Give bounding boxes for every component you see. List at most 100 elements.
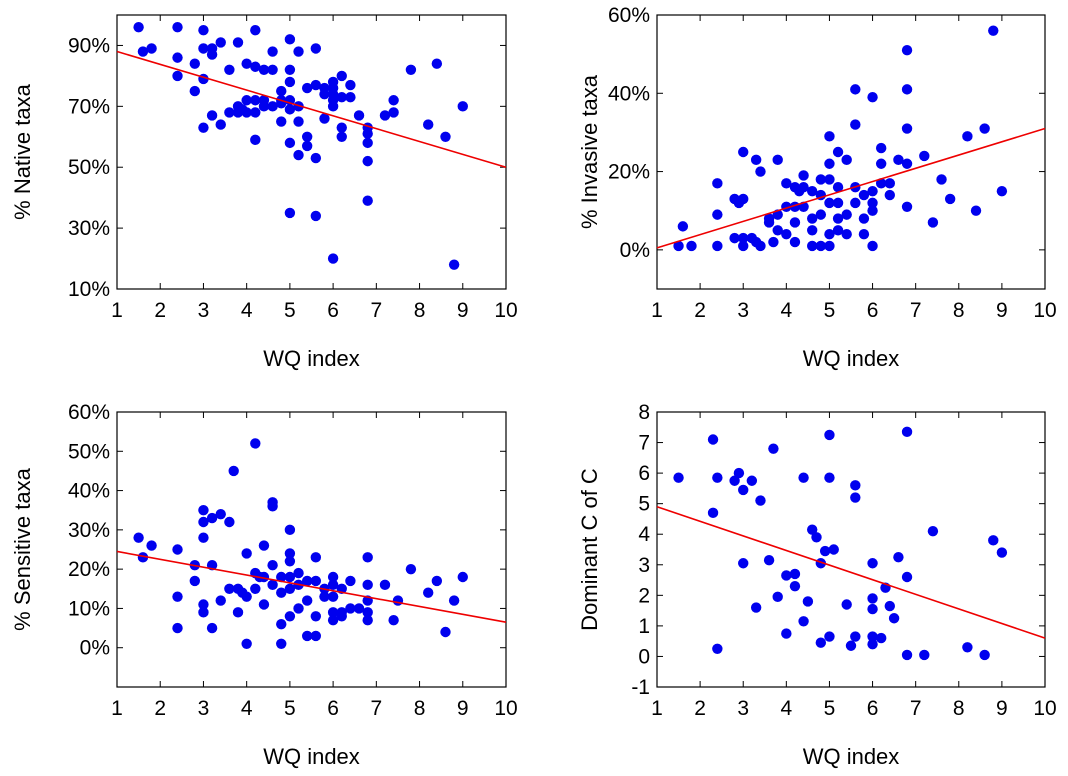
data-point (673, 240, 684, 252)
data-point (867, 197, 878, 209)
data-point (807, 185, 818, 197)
plot-frame (116, 411, 507, 688)
data-point (832, 225, 844, 236)
data-point (746, 475, 758, 486)
y-tick-label: 50% (68, 156, 110, 179)
data-point (807, 240, 818, 252)
data-point (301, 140, 313, 152)
data-point (798, 170, 809, 181)
data-point (198, 599, 209, 610)
x-tick-label: 5 (824, 697, 836, 720)
data-point (763, 554, 775, 566)
data-point (927, 525, 939, 537)
y-tick-label: 20% (68, 558, 110, 581)
x-tick-label: 6 (867, 697, 879, 720)
data-point (431, 58, 443, 69)
data-point (258, 64, 270, 76)
data-point (310, 152, 322, 164)
y-tick-label: 40% (68, 480, 110, 503)
trend-line (656, 505, 1046, 639)
data-point (284, 611, 296, 622)
invasive-taxa-chart: 1 2 3 4 5 6 7 8 9 10 0% 20% 40% 60% WQ index % Invasive… (577, 4, 1057, 371)
data-point (815, 240, 827, 252)
data-point (267, 101, 278, 112)
data-point (807, 225, 818, 236)
data-point (781, 229, 792, 240)
x-axis-label: WQ index (263, 744, 360, 769)
data-point (379, 110, 391, 121)
data-point (832, 213, 844, 224)
data-point (457, 571, 468, 583)
data-point (772, 591, 783, 603)
x-tick-label: 10 (1033, 697, 1056, 720)
data-point (867, 205, 878, 216)
x-tick-label: 8 (953, 697, 965, 720)
data-point (362, 615, 373, 626)
y-tick-label: 10% (68, 278, 110, 301)
data-point (845, 640, 857, 651)
data-point (137, 552, 149, 563)
data-point (133, 21, 144, 33)
data-point (996, 547, 1008, 558)
data-point (284, 548, 296, 559)
data-point (319, 591, 330, 602)
x-tick-label: 7 (910, 299, 922, 322)
data-point (712, 209, 723, 220)
data-point (258, 599, 270, 610)
data-point (888, 613, 900, 624)
data-point (276, 638, 287, 649)
x-tick-label: 10 (494, 299, 517, 322)
data-point (875, 142, 887, 154)
x-tick-label: 3 (198, 697, 210, 720)
data-point (284, 524, 296, 536)
y-tick-label: 3 (638, 554, 650, 577)
data-point (832, 182, 844, 193)
data-point (276, 85, 287, 97)
data-point (310, 611, 322, 622)
data-point (241, 58, 252, 69)
data-point (927, 217, 939, 228)
data-point (867, 92, 878, 103)
data-point (198, 532, 209, 543)
data-point (815, 209, 827, 220)
data-point (310, 575, 322, 587)
data-point (327, 607, 339, 618)
data-point (875, 178, 887, 189)
data-point (936, 174, 947, 185)
data-point (198, 607, 209, 618)
x-tick-label: 7 (370, 697, 382, 720)
data-point (319, 88, 330, 100)
data-point (944, 193, 956, 205)
data-point (267, 46, 278, 57)
data-point (768, 236, 779, 248)
plot-frame (116, 14, 507, 290)
data-point (392, 595, 404, 606)
data-point (276, 116, 287, 127)
data-point (198, 122, 209, 133)
data-point (172, 591, 183, 602)
data-point (884, 178, 895, 189)
data-point (901, 123, 913, 134)
y-tick-label: 60% (608, 4, 650, 27)
data-point (677, 221, 689, 232)
data-point (979, 123, 990, 134)
data-point (858, 189, 870, 201)
data-point (362, 607, 373, 618)
data-point (712, 643, 723, 655)
x-tick-label: 9 (457, 299, 469, 322)
data-point (807, 213, 818, 224)
data-point (172, 52, 183, 63)
data-point (241, 591, 252, 602)
data-point (781, 570, 792, 581)
data-point (301, 131, 313, 142)
data-point (996, 185, 1008, 197)
data-point (901, 426, 913, 438)
data-point (893, 551, 904, 563)
data-point (988, 535, 999, 546)
data-point (850, 119, 861, 130)
data-point (850, 480, 861, 491)
data-point (250, 134, 261, 146)
data-point (707, 507, 719, 519)
data-point (353, 603, 365, 614)
data-point (448, 595, 460, 606)
